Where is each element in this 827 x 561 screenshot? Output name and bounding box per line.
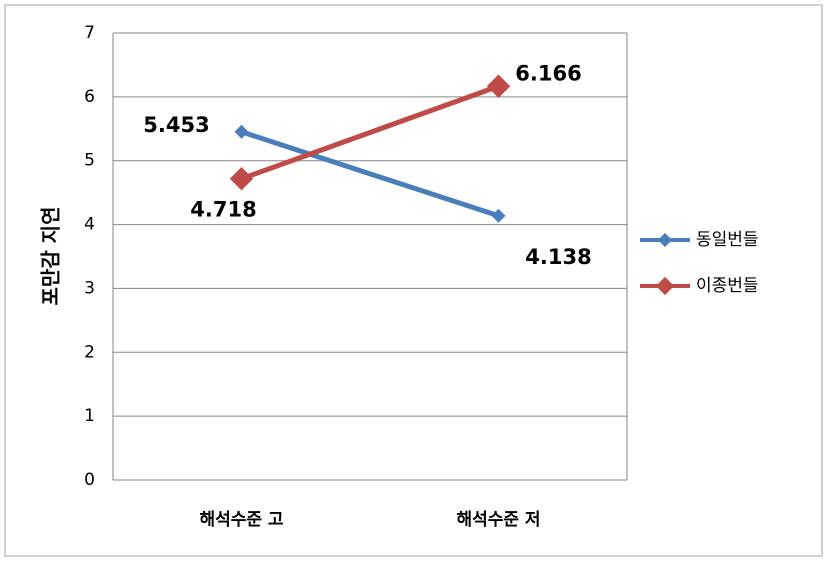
y-tick-label: 4 xyxy=(84,215,95,235)
marker xyxy=(486,74,511,98)
data-label: 4.138 xyxy=(525,245,591,269)
marker xyxy=(491,208,506,223)
x-tick-label: 해석수준 저 xyxy=(456,510,540,530)
series-line xyxy=(240,83,500,182)
y-tick-label: 7 xyxy=(84,23,95,43)
y-tick-label: 1 xyxy=(84,406,95,426)
y-tick-label: 5 xyxy=(84,151,95,171)
marker xyxy=(234,124,249,139)
series-line xyxy=(240,129,500,219)
marker xyxy=(655,276,675,296)
marker xyxy=(658,233,672,247)
y-tick-label: 3 xyxy=(84,278,95,298)
data-label: 5.453 xyxy=(143,113,209,137)
y-axis-label: 포만감 지연 xyxy=(39,207,63,306)
y-tick-label: 0 xyxy=(84,470,95,490)
data-label: 6.166 xyxy=(515,61,581,85)
x-tick-label: 해석수준 고 xyxy=(199,510,283,530)
y-tick-label: 2 xyxy=(84,342,95,362)
legend-label: 동일번들 xyxy=(696,230,759,250)
data-label: 4.718 xyxy=(190,198,256,222)
legend-label: 이종번들 xyxy=(696,276,759,296)
y-tick-label: 6 xyxy=(84,87,95,107)
marker xyxy=(229,167,254,191)
